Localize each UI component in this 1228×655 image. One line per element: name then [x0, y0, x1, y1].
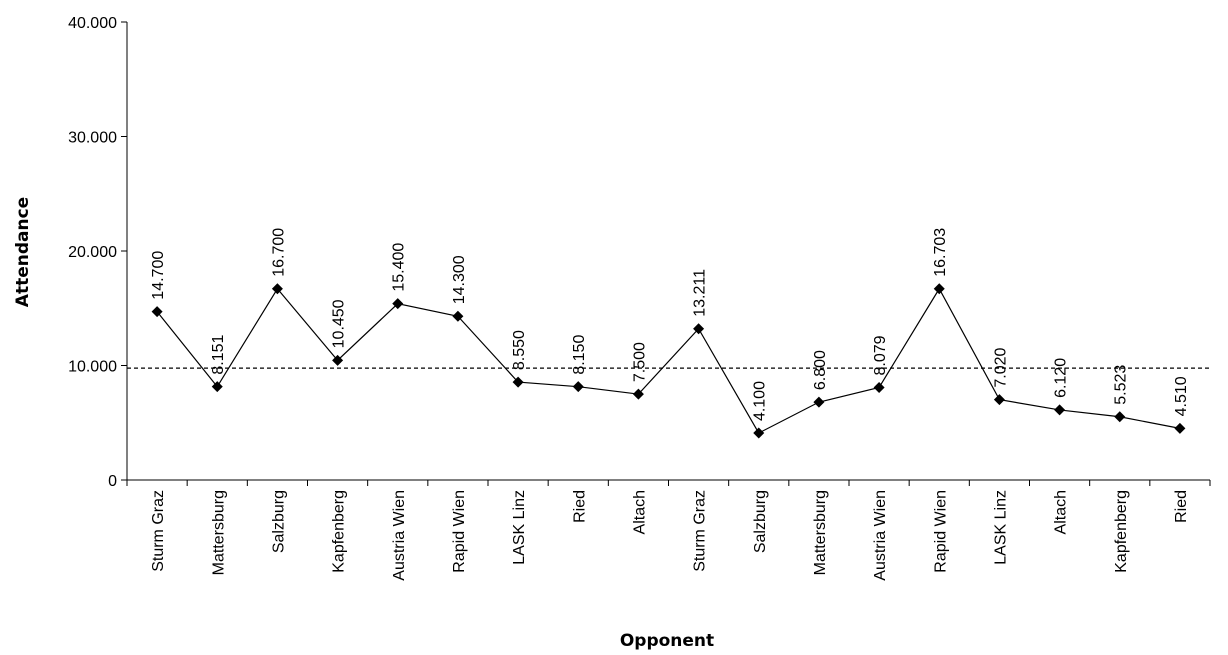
- x-category-label: Salzburg: [752, 490, 769, 553]
- data-point-marker: [632, 388, 644, 400]
- data-point-marker: [392, 298, 404, 310]
- data-label: 8.151: [210, 335, 227, 375]
- x-category-label: Kapfenberg: [1113, 490, 1130, 573]
- y-tick-label: 20.000: [68, 244, 117, 261]
- data-point-marker: [753, 427, 765, 439]
- data-label: 4.100: [752, 381, 769, 421]
- y-tick-label: 0: [108, 473, 117, 490]
- data-point-marker: [211, 381, 223, 393]
- x-category-label: LASK Linz: [992, 490, 1009, 565]
- data-label: 8.150: [571, 335, 588, 375]
- x-category-label: Rapid Wien: [932, 490, 949, 573]
- data-label: 14.300: [451, 255, 468, 304]
- x-axis-title: Opponent: [620, 631, 714, 651]
- data-label: 16.700: [270, 228, 287, 277]
- x-category-label: Sturm Graz: [150, 490, 167, 572]
- x-category-label: Ried: [1173, 490, 1190, 523]
- data-point-marker: [271, 283, 283, 295]
- data-label: 14.700: [150, 251, 167, 300]
- data-label: 13.211: [692, 269, 709, 317]
- data-label: 10.450: [331, 299, 348, 348]
- data-point-marker: [1114, 411, 1126, 423]
- data-label: 8.079: [872, 335, 889, 375]
- data-label: 6.800: [812, 350, 829, 390]
- data-point-marker: [933, 283, 945, 295]
- y-tick-label: 10.000: [68, 359, 117, 376]
- y-axis-title: Attendance: [13, 197, 33, 307]
- x-category-label: Austria Wien: [391, 490, 408, 581]
- data-label: 5.523: [1113, 365, 1130, 405]
- data-point-marker: [693, 323, 705, 335]
- x-category-label: Mattersburg: [210, 490, 227, 575]
- data-label: 6.120: [1053, 358, 1070, 398]
- data-label: 8.550: [511, 330, 528, 370]
- data-point-marker: [452, 310, 464, 322]
- x-category-label: Sturm Graz: [692, 490, 709, 572]
- x-category-label: Salzburg: [270, 490, 287, 553]
- series-group: [151, 283, 1186, 439]
- data-point-marker: [813, 396, 825, 408]
- data-point-marker: [1174, 422, 1186, 434]
- y-tick-label: 40.000: [68, 15, 117, 32]
- x-axis: Sturm Graz Mattersburg Salzburg Kapfenberg A…: [126, 479, 1211, 581]
- y-axis: 0 10.000 20.000 30.000 40.000: [68, 15, 128, 490]
- x-category-label: Ried: [571, 490, 588, 523]
- data-labels-group: 14.700 8.151 16.700 10.450 15.400 14.300 8.550…: [150, 228, 1190, 421]
- data-label: 4.510: [1173, 376, 1190, 416]
- x-category-label: Altach: [631, 490, 648, 534]
- data-point-marker: [1054, 404, 1066, 416]
- data-label: 7.020: [992, 347, 1009, 387]
- data-point-marker: [873, 381, 885, 393]
- data-point-marker: [332, 354, 344, 366]
- data-label: 7.500: [631, 342, 648, 382]
- data-point-marker: [572, 381, 584, 393]
- x-category-label: Altach: [1053, 490, 1070, 534]
- x-category-label: Rapid Wien: [451, 490, 468, 573]
- x-category-label: Mattersburg: [812, 490, 829, 575]
- data-point-marker: [512, 376, 524, 388]
- series-line: [156, 287, 1181, 434]
- x-category-label: Kapfenberg: [331, 490, 348, 573]
- data-point-marker: [993, 394, 1005, 406]
- data-label: 16.703: [932, 228, 949, 277]
- y-tick-label: 30.000: [68, 130, 117, 147]
- x-category-label: LASK Linz: [511, 490, 528, 565]
- x-category-label: Austria Wien: [872, 490, 889, 581]
- data-label: 15.400: [391, 243, 408, 292]
- data-point-marker: [151, 306, 163, 318]
